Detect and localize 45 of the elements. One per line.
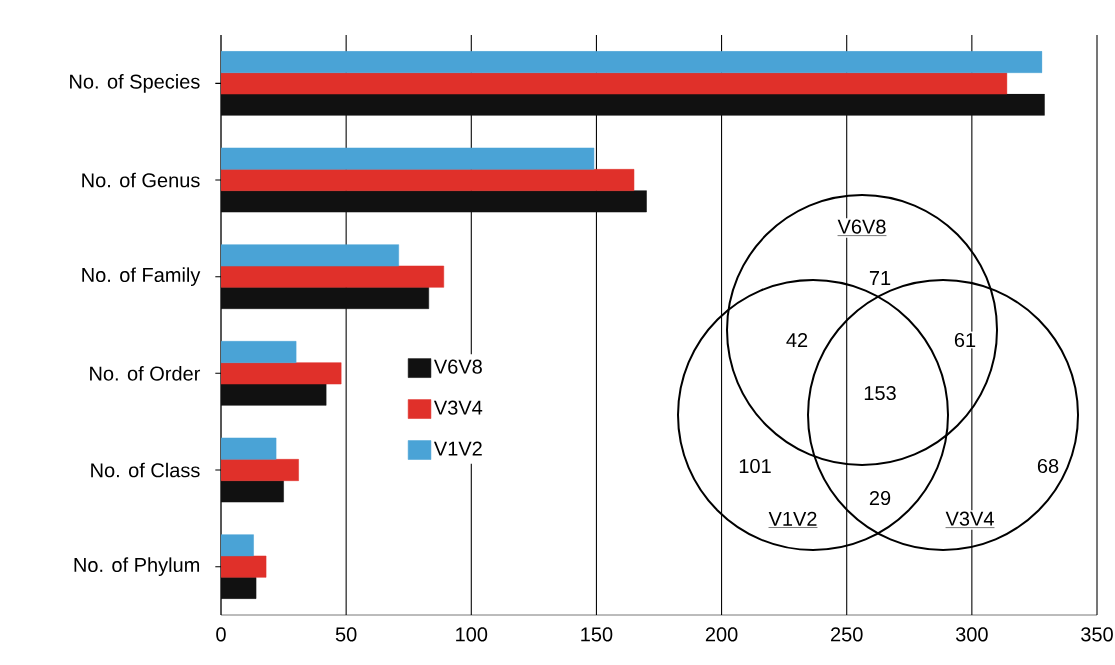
bar	[221, 93, 1045, 116]
annotation: V1V2	[768, 511, 817, 526]
bar	[221, 341, 297, 363]
y-tick-label: No. of Family	[82, 267, 201, 286]
bar	[221, 362, 342, 385]
bar	[221, 72, 1008, 95]
bar	[221, 534, 254, 557]
annotation: 61	[954, 332, 976, 348]
y-tick-label: No. of Order	[90, 366, 201, 381]
y-tick-label: No. of Genus	[82, 172, 200, 188]
annotation: V3V4	[945, 511, 994, 526]
x-tick-label: 250	[831, 627, 863, 642]
bar	[221, 287, 430, 309]
legend-label: V3V4	[433, 400, 483, 415]
bar	[221, 190, 647, 213]
bar	[221, 383, 327, 406]
bar	[221, 51, 1043, 73]
annotation: 42	[786, 333, 808, 347]
annotation: 68	[1037, 458, 1059, 474]
annotation: V6V8	[837, 219, 886, 234]
x-tick-label: 200	[705, 627, 738, 642]
x-tick-label: 350	[1081, 627, 1113, 642]
annotation: 29	[869, 490, 891, 506]
annotation: 101	[739, 458, 771, 474]
x-tick-label: 150	[581, 627, 613, 642]
x-tick-label: 300	[955, 627, 988, 642]
legend-label: V1V2	[433, 441, 482, 456]
bar	[221, 480, 284, 503]
y-tick-label: No. of Class	[91, 462, 200, 478]
annotation: 71	[869, 271, 891, 285]
bar	[221, 459, 299, 481]
bar	[221, 147, 595, 170]
bar	[221, 244, 399, 267]
bar	[221, 555, 267, 578]
legend-label: V6V8	[433, 359, 482, 374]
bar	[221, 265, 445, 288]
x-tick-label: 0	[216, 627, 226, 642]
x-tick-label: 50	[335, 627, 357, 642]
y-tick-label: No. of Phylum	[74, 557, 200, 576]
x-tick-label: 100	[456, 627, 488, 642]
bar	[221, 437, 277, 460]
bar	[221, 169, 635, 191]
y-tick-label: No. of Species	[70, 74, 200, 93]
annotation: 153	[864, 385, 896, 401]
bar	[221, 577, 257, 599]
